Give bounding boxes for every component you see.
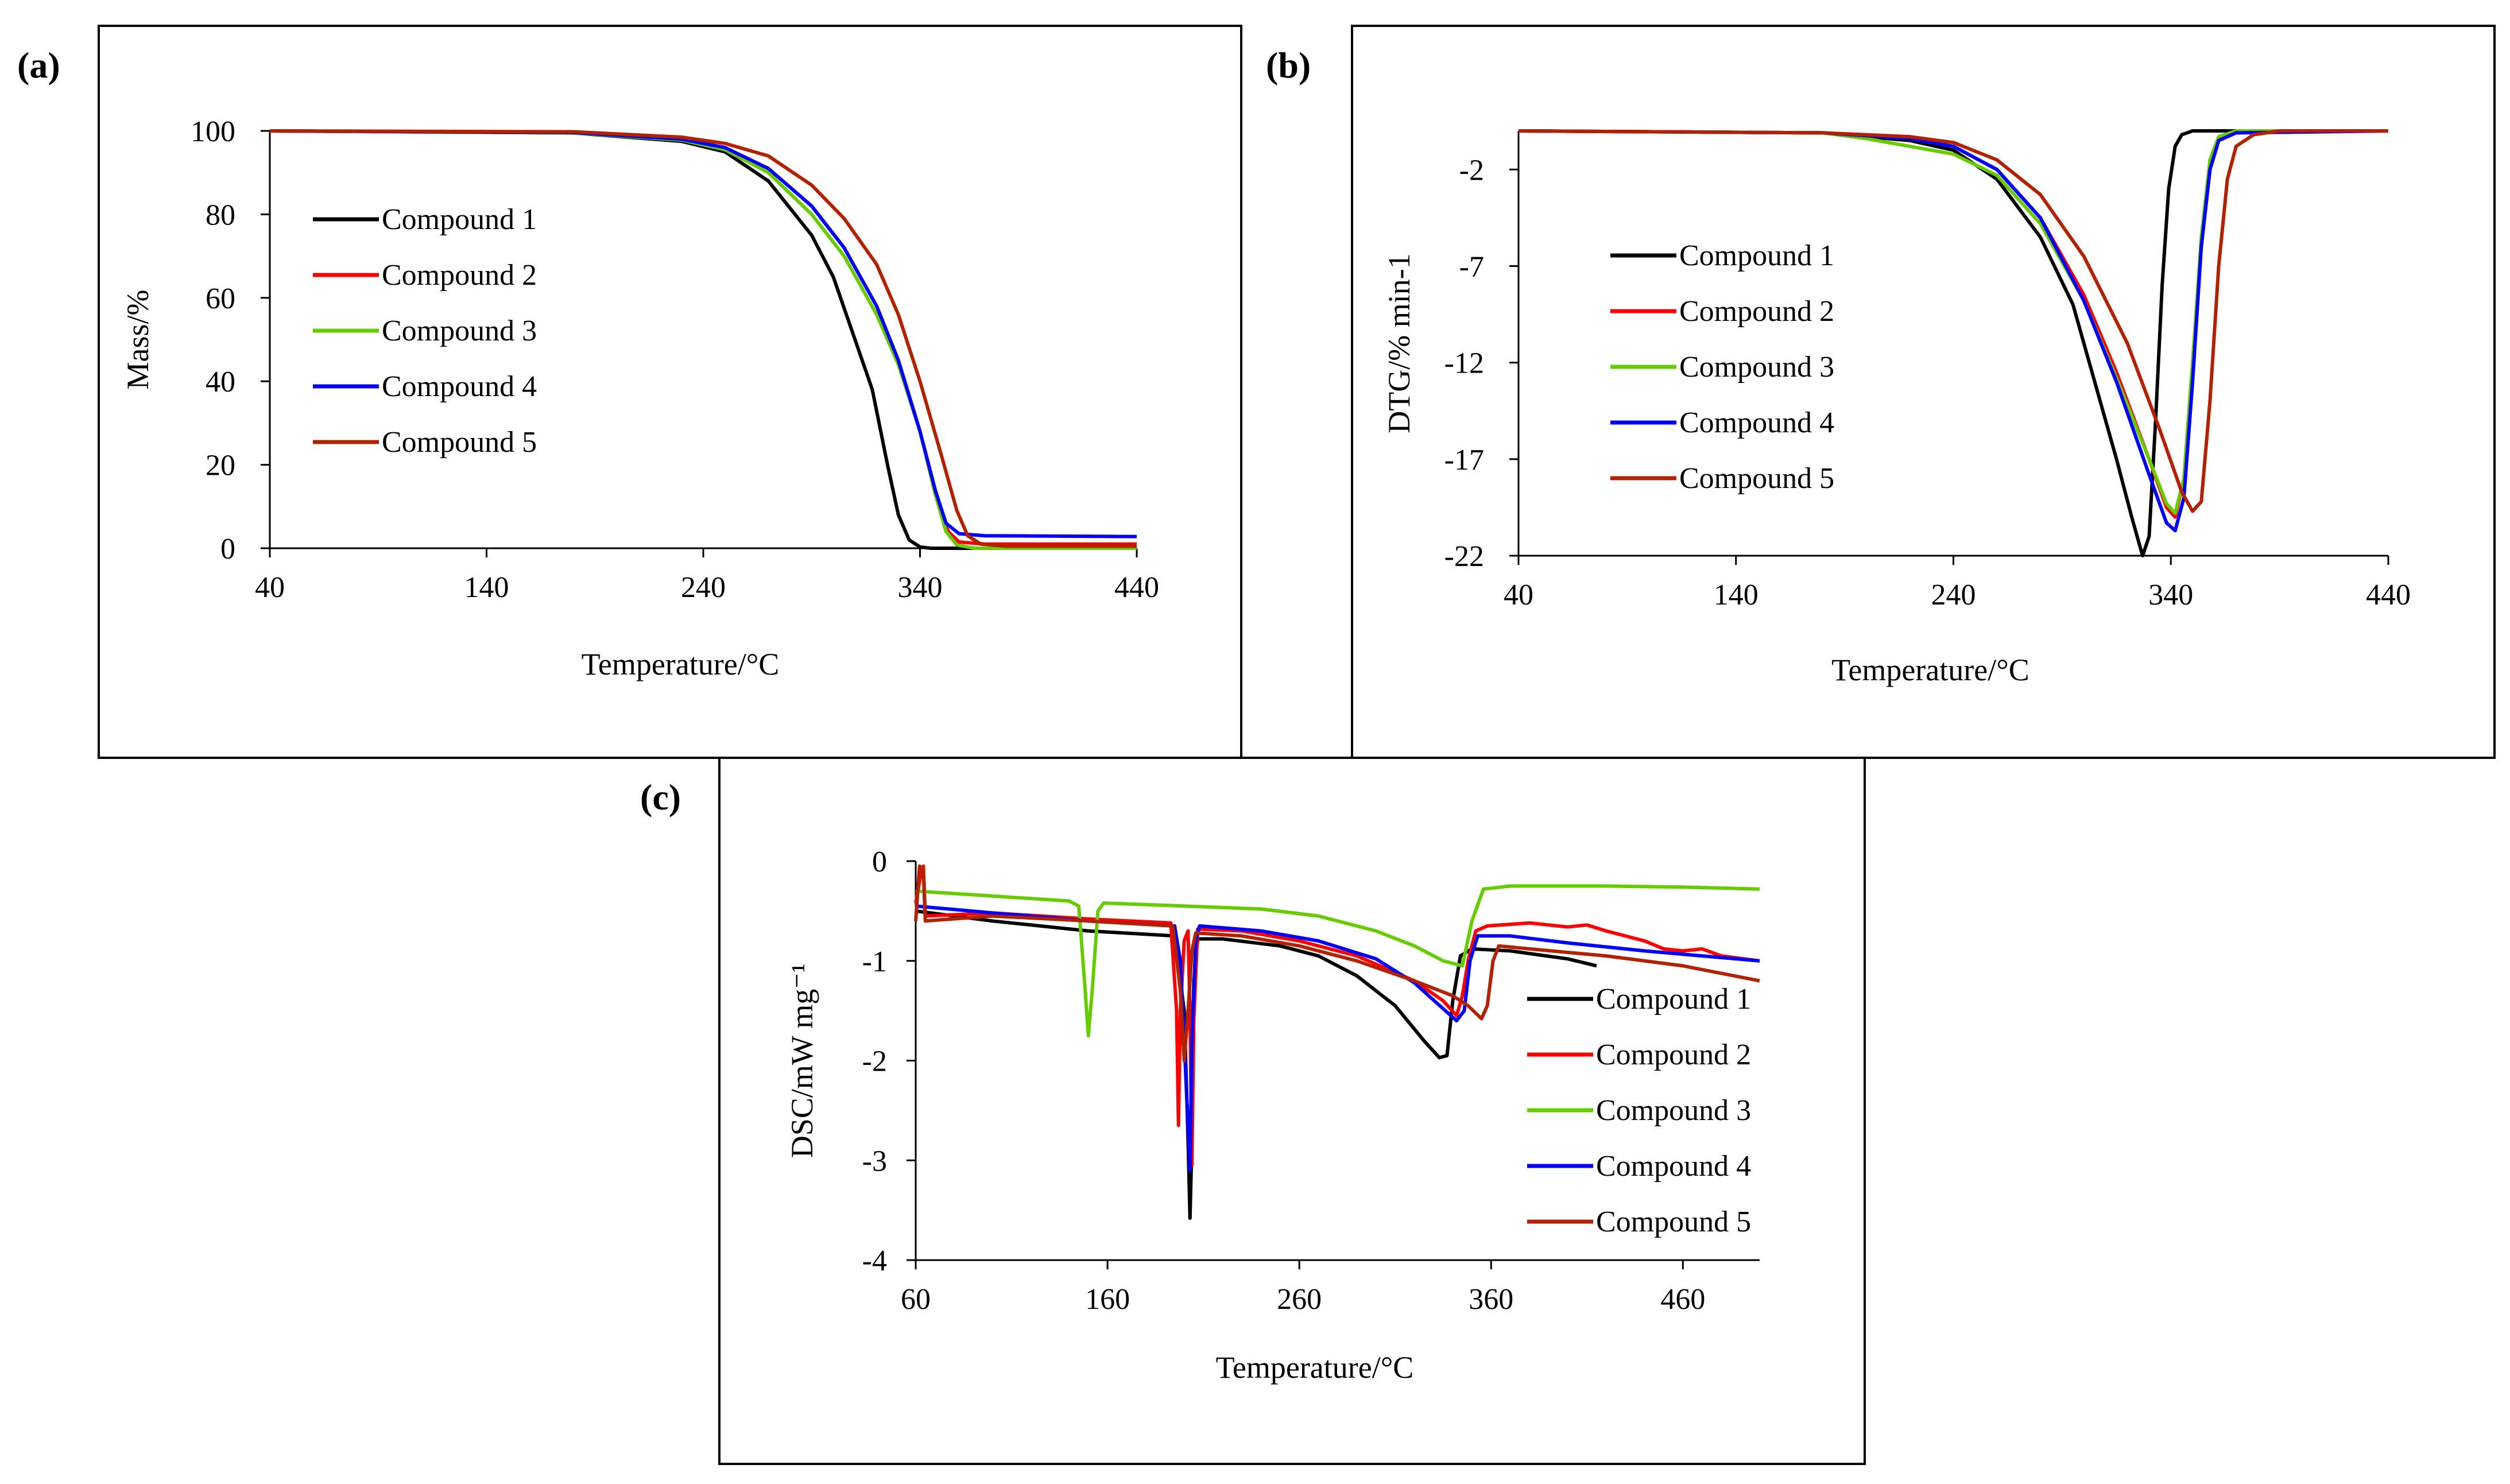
x-axis-title: Temperature/°C [582, 647, 780, 681]
x-tick-label: 360 [1469, 1283, 1513, 1316]
x-tick-label: 440 [1114, 571, 1159, 604]
x-axis-title: Temperature/°C [1831, 653, 2029, 687]
legend: Compound 1 Compound 2 Compound 3 Compound 4… [1527, 983, 1751, 1238]
legend-label-compound-3: Compound 3 [1596, 1094, 1751, 1127]
legend-label-compound-5: Compound 5 [1596, 1206, 1751, 1238]
y-tick-label: -22 [1444, 540, 1484, 573]
series-line-compound-5 [914, 864, 1760, 1063]
x-tick-label: 340 [2148, 579, 2193, 611]
series-line-compound-4 [1518, 129, 2389, 533]
x-tick-label: 440 [2366, 579, 2411, 611]
series-line-compound-3 [915, 884, 1760, 1038]
panel-a-frame [98, 25, 1242, 759]
legend-label-compound-4: Compound 4 [1679, 406, 1834, 439]
x-tick-label: 260 [1277, 1283, 1322, 1316]
y-tick-label: -12 [1444, 347, 1484, 380]
y-tick-label: -17 [1444, 444, 1484, 476]
y-tick-label: -7 [1459, 250, 1484, 283]
panel-b-frame [1351, 25, 2496, 759]
legend-label-compound-4: Compound 4 [382, 370, 537, 403]
x-tick-label: 40 [255, 571, 285, 604]
legend-label-compound-3: Compound 3 [382, 315, 537, 347]
series-line-compound-5 [269, 129, 1137, 548]
y-tick-label: 40 [206, 366, 235, 398]
series-line-compound-2 [1518, 129, 2389, 519]
x-tick-label: 460 [1660, 1283, 1705, 1316]
y-tick-label: -2 [1459, 154, 1484, 187]
panel-b-label: (b) [1266, 45, 1311, 86]
series-line-compound-2 [914, 864, 1760, 1167]
y-tick-label: 60 [206, 282, 235, 315]
series-line-compound-1 [1518, 129, 2388, 557]
legend: Compound 1 Compound 2 Compound 3 Compound 4… [313, 203, 537, 459]
x-axis-title: Temperature/°C [1216, 1350, 1414, 1385]
legend-label-compound-1: Compound 1 [1679, 239, 1834, 272]
legend-label-compound-2: Compound 2 [1679, 295, 1834, 328]
x-tick-label: 160 [1085, 1283, 1130, 1316]
legend: Compound 1 Compound 2 Compound 3 Compound 4… [1610, 239, 1834, 495]
y-tick-label: 0 [872, 846, 887, 878]
legend-label-compound-2: Compound 2 [1596, 1039, 1751, 1071]
y-axis-title: DSC/mW mg⁻¹ [785, 963, 819, 1158]
x-tick-label: 340 [898, 571, 943, 604]
x-tick-label: 40 [1504, 579, 1533, 611]
panel-a-label: (a) [17, 45, 60, 86]
chart-mass: 40 140 240 340 440 0 20 40 60 80 100 Temperature/°C… [121, 115, 1159, 681]
y-tick-label: 80 [206, 199, 235, 231]
series-line-compound-3 [1518, 129, 2388, 515]
y-tick-label: -4 [862, 1245, 887, 1277]
legend-label-compound-1: Compound 1 [1596, 983, 1751, 1016]
legend-label-compound-2: Compound 2 [382, 259, 537, 292]
series-line-compound-5 [1518, 129, 2388, 513]
x-tick-label: 240 [1931, 579, 1976, 611]
y-tick-label: -1 [862, 946, 887, 978]
series-line-compound-4 [269, 129, 1137, 538]
x-tick-label: 140 [464, 571, 509, 604]
chart-dsc: 60 160 260 360 460 0 -1 -2 -3 -4 Temperature/°C DSC… [785, 846, 1760, 1385]
y-tick-label: 100 [191, 115, 235, 148]
y-axis-title: Mass/% [121, 290, 155, 390]
legend-label-compound-5: Compound 5 [1679, 462, 1834, 495]
y-axis-title: DTG/% min-1 [1382, 253, 1416, 433]
x-tick-label: 60 [901, 1283, 931, 1316]
y-tick-label: 20 [206, 450, 235, 482]
y-tick-label: -2 [862, 1045, 887, 1078]
legend-label-compound-3: Compound 3 [1679, 351, 1834, 383]
y-tick-label: -3 [862, 1145, 887, 1177]
legend-label-compound-1: Compound 1 [382, 203, 537, 236]
panel-c-label: (c) [640, 777, 681, 817]
legend-label-compound-5: Compound 5 [382, 426, 537, 459]
series-line-compound-4 [915, 904, 1760, 1172]
x-tick-label: 240 [681, 571, 726, 604]
chart-dtg: 40 140 240 340 440 -2 -7 -12 -17 -22 Temperature/°… [1382, 129, 2411, 687]
legend-label-compound-4: Compound 4 [1596, 1150, 1751, 1183]
panel-c-frame [718, 757, 1866, 1465]
y-tick-label: 0 [220, 533, 235, 565]
x-tick-label: 140 [1714, 579, 1758, 611]
